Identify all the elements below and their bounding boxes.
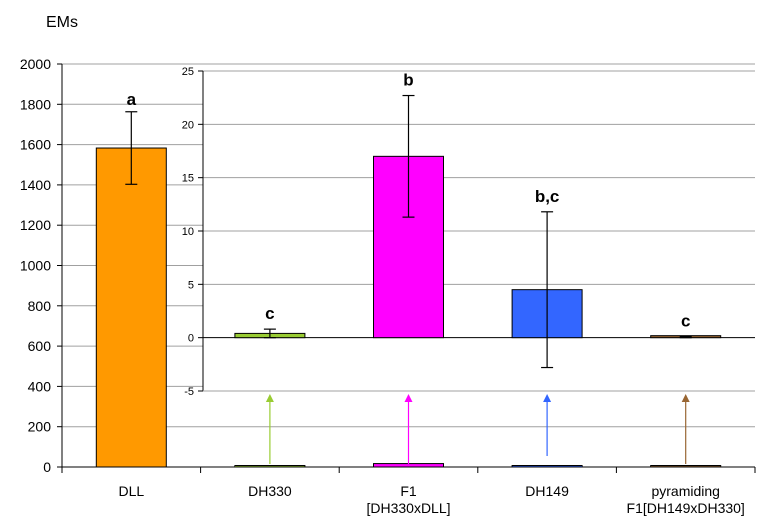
inset-y-tick-label: 5 [188, 279, 194, 291]
arrow-head [681, 394, 690, 402]
main-bar [95, 147, 167, 468]
y-tick-label: 1400 [20, 177, 51, 193]
x-category-label: DLL [118, 483, 144, 499]
x-category-label: DH149 [525, 483, 569, 499]
arrow-head [404, 394, 413, 402]
inset-y-tick-label: 15 [182, 173, 194, 185]
y-tick-label: 1200 [20, 217, 51, 233]
arrow-head [265, 394, 274, 402]
main-bars: a [95, 90, 722, 468]
y-tick-label: 200 [28, 419, 52, 435]
arrow-head [543, 394, 552, 402]
inset-y-tick-label: 25 [182, 66, 194, 78]
inset-y-tick-label: -5 [184, 386, 194, 398]
y-tick-label: 800 [28, 298, 52, 314]
main-bar [650, 465, 722, 468]
x-category-labels: DLL DH330 F1 [DH330xDLL] DH149 pyramiding F1[D… [118, 483, 744, 516]
significance-letter: c [681, 312, 690, 331]
main-bar [373, 463, 444, 468]
significance-letter: b,c [535, 187, 560, 206]
y-axis-label: EMs [46, 14, 78, 31]
y-tick-label: 400 [28, 378, 52, 394]
x-category-label: pyramiding F1[DH149xDH330] [627, 483, 745, 516]
inset-y-tick-label: 20 [182, 119, 194, 131]
inset-chart: -5 0 5 10 15 20 25 c b b,c c [182, 66, 759, 398]
inset-pointer-arrows [265, 394, 690, 464]
main-bar [234, 465, 306, 468]
significance-letter: b [403, 71, 413, 90]
significance-letter: c [265, 304, 274, 323]
y-tick-label: 1800 [20, 96, 51, 112]
inset-background [203, 67, 759, 397]
main-bar [511, 465, 583, 468]
x-category-label: DH330 [248, 483, 292, 499]
y-tick-label: 1000 [20, 258, 51, 274]
inset-y-tick-label: 0 [188, 333, 194, 345]
inset-y-tick-label: 10 [182, 226, 194, 238]
y-tick-label: 1600 [20, 137, 51, 153]
y-tick-label: 0 [43, 459, 51, 475]
significance-letter: a [127, 90, 137, 109]
x-category-label: F1 [DH330xDLL] [366, 483, 450, 516]
y-tick-label: 2000 [20, 56, 51, 72]
y-tick-label: 600 [28, 338, 52, 354]
main-y-tick-labels: 0 200 400 600 800 1000 1200 1400 1600 1800 2000 [20, 56, 51, 475]
